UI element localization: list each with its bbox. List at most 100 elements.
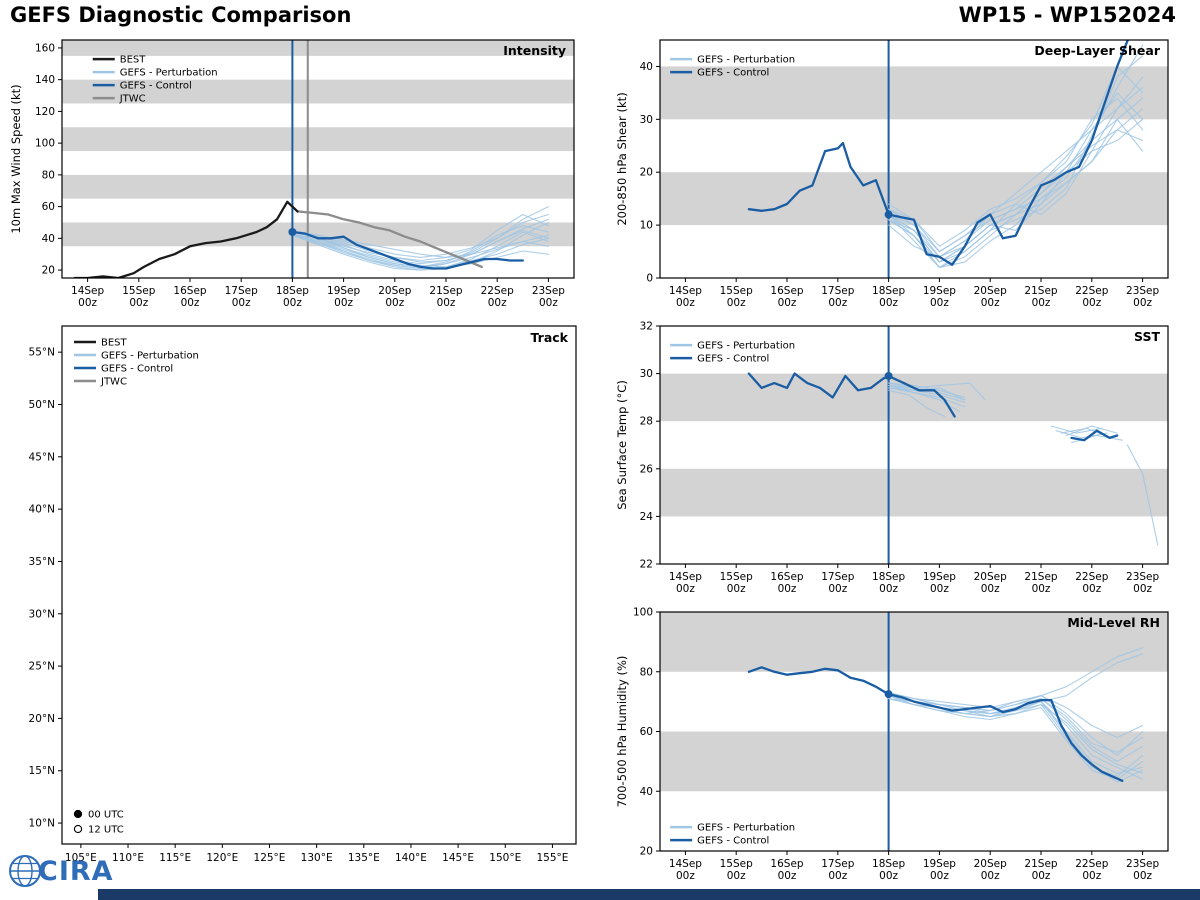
svg-text:00z: 00z [385,297,404,309]
svg-text:10°N: 10°N [29,818,55,830]
svg-text:15°N: 15°N [29,765,55,777]
page-title: GEFS Diagnostic Comparison [10,3,352,27]
svg-text:32: 32 [640,321,653,333]
svg-text:GEFS - Control: GEFS - Control [101,364,173,375]
svg-text:80: 80 [42,169,55,181]
svg-text:21Sep: 21Sep [429,285,462,297]
svg-text:120: 120 [35,106,55,118]
svg-text:10m Max Wind Speed (kt): 10m Max Wind Speed (kt) [9,84,23,233]
svg-text:130°E: 130°E [301,852,333,864]
svg-text:00z: 00z [539,297,558,309]
svg-text:20: 20 [640,846,653,858]
svg-text:00z: 00z [129,297,148,309]
svg-text:100: 100 [633,607,653,619]
svg-text:00z: 00z [181,297,200,309]
svg-text:20Sep: 20Sep [974,571,1007,583]
svg-text:17Sep: 17Sep [821,858,854,870]
svg-text:155°E: 155°E [536,852,568,864]
svg-text:24: 24 [640,511,654,523]
svg-text:20Sep: 20Sep [974,858,1007,870]
svg-text:Mid-Level RH: Mid-Level RH [1067,615,1160,630]
svg-text:23Sep: 23Sep [532,285,565,297]
svg-text:BEST: BEST [101,338,128,349]
svg-text:00z: 00z [1133,583,1152,595]
svg-text:GEFS - Control: GEFS - Control [120,81,192,92]
svg-text:00z: 00z [930,870,949,882]
svg-text:00z: 00z [981,297,1000,309]
svg-text:00z: 00z [488,297,507,309]
svg-text:00z: 00z [1032,297,1051,309]
svg-text:25°N: 25°N [29,661,55,673]
svg-text:55°N: 55°N [29,347,55,359]
svg-text:17Sep: 17Sep [225,285,258,297]
svg-text:120°E: 120°E [206,852,238,864]
svg-text:00z: 00z [676,583,695,595]
svg-text:125°E: 125°E [254,852,286,864]
svg-text:0: 0 [646,273,653,285]
svg-text:21Sep: 21Sep [1024,285,1057,297]
storm-id: WP15 - WP152024 [958,3,1176,27]
svg-text:140°E: 140°E [395,852,427,864]
svg-text:19Sep: 19Sep [923,858,956,870]
mid-level-rh-chart: 2040608010014Sep00z15Sep00z16Sep00z17Sep… [615,607,1169,882]
svg-text:22: 22 [640,559,653,571]
svg-text:00z: 00z [283,297,302,309]
svg-text:22Sep: 22Sep [1075,858,1108,870]
svg-text:00z: 00z [778,297,797,309]
svg-text:00z: 00z [879,870,898,882]
svg-text:00z: 00z [727,297,746,309]
svg-text:00z: 00z [930,297,949,309]
track-map-chart: 10°N 15°N 20°N 25°N 30°N 35°N 40°N 45°N 50°N 55°N… [29,325,577,864]
svg-text:00z: 00z [727,583,746,595]
svg-text:BEST: BEST [120,55,147,66]
svg-text:18Sep: 18Sep [872,571,905,583]
svg-text:50°N: 50°N [29,399,55,411]
svg-text:16Sep: 16Sep [770,285,803,297]
svg-text:00z: 00z [727,870,746,882]
svg-text:15Sep: 15Sep [122,285,155,297]
svg-text:20°N: 20°N [29,713,55,725]
svg-text:15Sep: 15Sep [720,571,753,583]
svg-text:JTWC: JTWC [100,377,127,388]
svg-text:40: 40 [640,61,653,73]
svg-text:22Sep: 22Sep [481,285,514,297]
svg-text:14Sep: 14Sep [71,285,104,297]
svg-text:15Sep: 15Sep [720,858,753,870]
svg-text:00z: 00z [1133,297,1152,309]
svg-text:14Sep: 14Sep [669,571,702,583]
svg-text:00z: 00z [1082,297,1101,309]
svg-text:Track: Track [531,330,569,345]
svg-text:16Sep: 16Sep [770,571,803,583]
svg-text:17Sep: 17Sep [821,571,854,583]
svg-text:18Sep: 18Sep [276,285,309,297]
svg-text:110°E: 110°E [112,852,144,864]
svg-text:45°N: 45°N [29,451,55,463]
svg-text:00z: 00z [1133,870,1152,882]
svg-text:40°N: 40°N [29,504,55,516]
svg-text:00z: 00z [828,583,847,595]
svg-text:00z: 00z [879,583,898,595]
svg-text:28: 28 [640,416,653,428]
svg-text:22Sep: 22Sep [1075,285,1108,297]
svg-text:21Sep: 21Sep [1024,571,1057,583]
svg-text:105°E: 105°E [65,852,97,864]
svg-text:00z: 00z [334,297,353,309]
svg-text:14Sep: 14Sep [669,858,702,870]
svg-text:30: 30 [640,368,653,380]
svg-text:GEFS - Perturbation: GEFS - Perturbation [697,823,795,834]
svg-text:00z: 00z [1082,583,1101,595]
svg-text:00z: 00z [1032,583,1051,595]
svg-text:23Sep: 23Sep [1126,858,1159,870]
svg-text:80: 80 [640,666,653,678]
svg-text:GEFS - Control: GEFS - Control [697,354,769,365]
svg-text:60: 60 [640,726,653,738]
svg-text:18Sep: 18Sep [872,858,905,870]
svg-text:00 UTC: 00 UTC [88,810,124,821]
deep-layer-shear-chart: 01020304014Sep00z15Sep00z16Sep00z17Sep00… [615,39,1169,309]
svg-text:145°E: 145°E [442,852,474,864]
svg-text:Sea Surface Temp (°C): Sea Surface Temp (°C) [615,380,629,510]
svg-text:30°N: 30°N [29,608,55,620]
svg-text:00z: 00z [778,583,797,595]
svg-text:00z: 00z [778,870,797,882]
